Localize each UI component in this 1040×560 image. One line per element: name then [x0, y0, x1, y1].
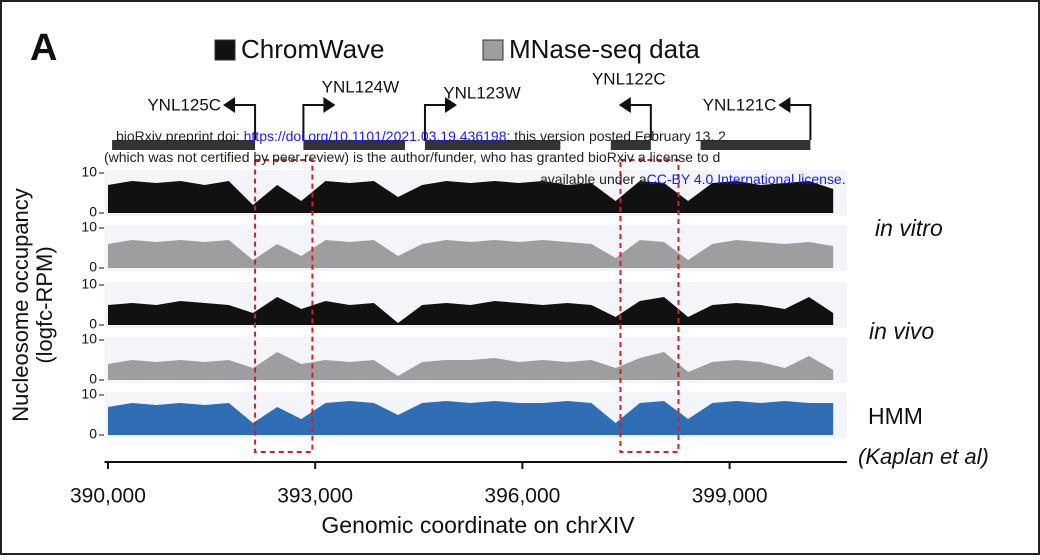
group-label: in vivo — [869, 318, 934, 344]
gene-label: YNL124W — [322, 77, 399, 96]
gene-body — [424, 140, 561, 150]
y-axis-title: Nucleosome occupancy — [8, 188, 33, 422]
watermark-span: available under a — [540, 171, 647, 187]
series-label: HMM — [868, 403, 923, 429]
watermark-text: bioRxiv preprint doi: https://doi.org/10… — [116, 128, 726, 144]
x-axis-title: Genomic coordinate on chrXIV — [321, 512, 635, 538]
watermark-span: bioRxiv preprint doi: — [116, 128, 244, 144]
legend-label: MNase-seq data — [509, 34, 700, 64]
highlight-region — [619, 159, 680, 453]
x-tick-label: 399,000 — [692, 485, 768, 508]
watermark-link: https://doi.org/10.1101/2021.03.19.43619… — [244, 128, 507, 144]
track-area — [107, 297, 834, 325]
panel-label: A — [30, 27, 57, 69]
gene-body — [700, 140, 811, 150]
y-tick-label: 10 — [81, 331, 97, 347]
y-tick-label: 10 — [81, 276, 97, 292]
y-tick-label: 0 — [89, 204, 97, 220]
watermark-span: ; this version posted February 13, 2 — [506, 128, 726, 144]
gene-arrowhead — [223, 97, 236, 113]
y-axis-title: (logfc-RPM) — [32, 246, 57, 363]
x-tick-label: 396,000 — [484, 485, 560, 508]
y-tick-label: 0 — [89, 316, 97, 332]
gene-body — [610, 140, 651, 150]
watermark-link: CC-BY 4.0 International license — [647, 171, 842, 187]
watermark-text: (which was not certified by peer review)… — [104, 149, 720, 165]
gene-arrowhead — [444, 97, 457, 113]
track-area — [107, 401, 834, 435]
gene-arrowhead — [323, 97, 336, 113]
watermark-span: (which was not certified by peer review)… — [104, 149, 720, 165]
track-area — [107, 181, 834, 213]
gene-arrowhead — [618, 97, 631, 113]
y-tick-label: 0 — [89, 371, 97, 387]
x-tick-label: 390,000 — [70, 485, 146, 508]
y-tick-label: 10 — [81, 164, 97, 180]
gene-arrow — [231, 104, 257, 140]
gene-label: YNL122C — [592, 69, 666, 88]
gene-arrow — [786, 104, 812, 140]
gene-body — [303, 140, 405, 150]
legend-swatch — [214, 39, 236, 61]
gene-body — [112, 140, 256, 150]
gene-arrowhead — [778, 97, 791, 113]
gene-arrow — [302, 104, 328, 140]
y-tick-label: 0 — [89, 426, 97, 442]
gene-arrow — [626, 104, 652, 140]
legend-swatch — [482, 39, 504, 61]
y-tick-label: 10 — [81, 386, 97, 402]
legend-label: ChromWave — [241, 34, 385, 64]
gene-label: YNL123W — [443, 83, 520, 102]
source-note: (Kaplan et al) — [858, 444, 989, 469]
highlight-region — [254, 159, 314, 453]
gene-label: YNL125C — [147, 95, 221, 114]
gene-arrow — [423, 104, 449, 140]
group-label: in vitro — [875, 215, 943, 241]
y-tick-label: 0 — [89, 259, 97, 275]
x-tick-label: 393,000 — [277, 485, 353, 508]
watermark-span: . — [842, 171, 846, 187]
y-tick-label: 10 — [81, 219, 97, 235]
gene-label: YNL121C — [703, 95, 777, 114]
watermark-text: available under aCC-BY 4.0 International… — [540, 171, 846, 187]
track-area — [107, 240, 834, 268]
track-area — [107, 352, 834, 380]
